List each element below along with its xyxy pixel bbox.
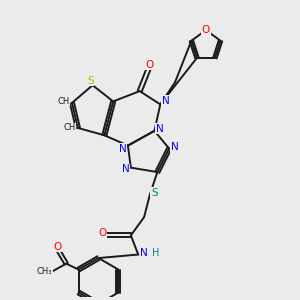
Text: CH: CH [58, 97, 70, 106]
Text: N: N [119, 143, 127, 154]
Text: N: N [122, 164, 129, 174]
Text: O: O [98, 228, 106, 238]
Text: N: N [140, 248, 148, 258]
Text: O: O [53, 242, 62, 252]
Text: N: N [171, 142, 178, 152]
Text: CH₃: CH₃ [37, 266, 52, 275]
Text: O: O [202, 25, 210, 35]
Text: S: S [87, 76, 94, 86]
Text: CH: CH [64, 123, 76, 132]
Text: H: H [152, 248, 159, 258]
Text: O: O [146, 60, 154, 70]
Text: N: N [162, 96, 170, 106]
Text: S: S [151, 188, 158, 198]
Text: N: N [156, 124, 164, 134]
